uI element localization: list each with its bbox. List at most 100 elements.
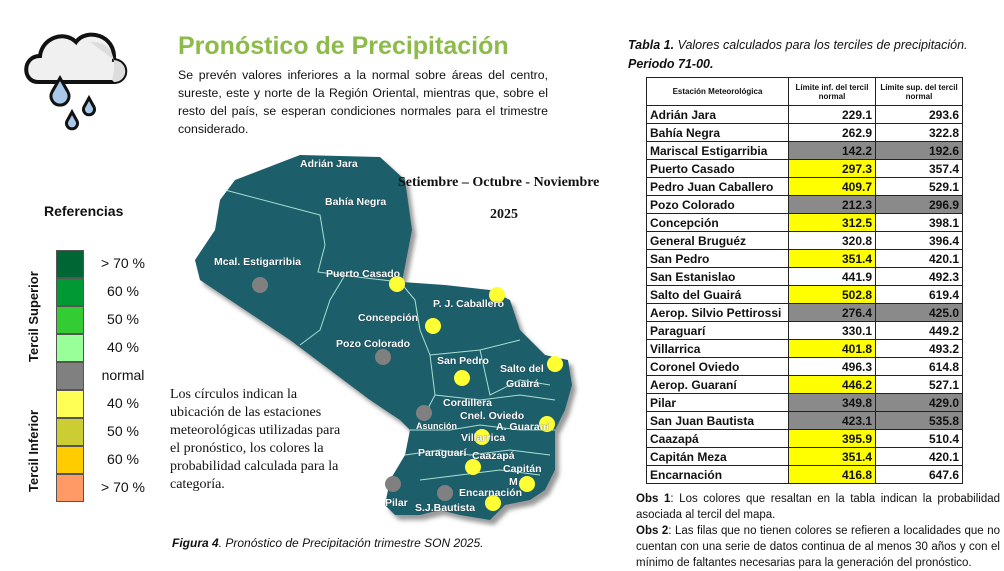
lower-limit: 262.9 [788,123,876,142]
table-row: San Juan Bautista 423.1 535.8 [646,411,963,430]
station-name: San Pedro [646,249,789,268]
rain-cloud-icon [24,32,128,131]
map-label: Pilar [385,497,408,509]
upper-limit: 293.6 [875,105,963,124]
lower-limit: 409.7 [788,177,876,196]
map-label: Villarrica [461,432,506,444]
station-name: Mariscal Estigarribia [646,141,789,160]
upper-limit: 420.1 [875,447,963,466]
station-dot [416,405,432,421]
upper-limit: 322.8 [875,123,963,142]
legend-swatch [56,418,84,446]
station-dot [485,495,501,511]
map-label: Asunción [416,421,458,431]
figure-caption: Figura 4. Pronóstico de Precipitación tr… [172,536,484,550]
map-label: A. Guaraní [496,421,550,433]
table-row: General Bruguéz 320.8 396.4 [646,231,963,250]
table-row: Encarnación 416.8 647.6 [646,465,963,484]
lower-limit: 502.8 [788,285,876,304]
station-name: Capitán Meza [646,447,789,466]
station-name: Caazapá [646,429,789,448]
upper-limit: 492.3 [875,267,963,286]
legend-label: 40 % [107,339,139,355]
upper-limit: 535.8 [875,411,963,430]
tercile-table: Estación Meteorológica Límite inf. del t… [646,77,963,484]
station-dot [454,370,470,386]
table-row: Pozo Colorado 212.3 296.9 [646,195,963,214]
table-caption: Tabla 1. Valores calculados para los ter… [628,38,968,71]
obs-1: Obs 1: Los colores que resaltan en la ta… [636,493,1001,521]
station-name: Pilar [646,393,789,412]
map-label: San Pedro [437,355,489,367]
lower-limit: 320.8 [788,231,876,250]
table-row: Coronel Oviedo 496.3 614.8 [646,357,963,376]
station-name: Adrián Jara [646,105,789,124]
lower-limit: 276.4 [788,303,876,322]
intro-text: Se prevén valores inferiores a la normal… [178,68,548,136]
upper-limit: 647.6 [875,465,963,484]
lower-limit: 423.1 [788,411,876,430]
lower-limit: 395.9 [788,429,876,448]
station-name: Salto del Guairá [646,285,789,304]
table-row: Pilar 349.8 429.0 [646,393,963,412]
station-name: San Estanislao [646,267,789,286]
station-name: General Bruguéz [646,231,789,250]
station-dot [437,485,453,501]
station-dot [519,476,535,492]
map-label: Guairá [506,378,540,390]
upper-limit: 398.1 [875,213,963,232]
lower-limit: 441.9 [788,267,876,286]
station-dots [252,276,563,511]
map-label: M [509,476,518,488]
map-label: Puerto Casado [326,268,401,280]
legend-swatch [56,474,84,502]
table-row: San Pedro 351.4 420.1 [646,249,963,268]
map-label: Encarnación [459,487,523,499]
lower-limit: 312.5 [788,213,876,232]
map-label: P. J. Caballero [433,298,505,310]
upper-limit: 449.2 [875,321,963,340]
station-name: Villarrica [646,339,789,358]
legend-label: > 70 % [101,255,145,271]
table-row: Adrián Jara 229.1 293.6 [646,105,963,124]
lower-limit: 212.3 [788,195,876,214]
table-row: Villarrica 401.8 493.2 [646,339,963,358]
table-row: Salto del Guairá 502.8 619.4 [646,285,963,304]
table-row: Capitán Meza 351.4 420.1 [646,447,963,466]
station-dot [252,277,268,293]
obs-2: Obs 2: Las filas que no tienen colores s… [636,525,1000,569]
table-row: Bahía Negra 262.9 322.8 [646,123,963,142]
station-dot [539,416,555,432]
lower-limit: 142.2 [788,141,876,160]
table-row: Paraguarí 330.1 449.2 [646,321,963,340]
map-label: Cordillera [443,397,493,409]
map-year: 2025 [490,207,518,222]
legend-swatch [56,334,84,362]
upper-limit: 425.0 [875,303,963,322]
lower-limit: 297.3 [788,159,876,178]
page-title: Pronóstico de Precipitación [178,32,509,60]
legend-swatch [56,390,84,418]
station-dot [489,287,505,303]
observations: Obs 1: Los colores que resaltan en la ta… [636,491,1000,571]
lower-limit: 401.8 [788,339,876,358]
upper-limit: 396.4 [875,231,963,250]
table-row: Concepción 312.5 398.1 [646,213,963,232]
table-row: Mariscal Estigarribia 142.2 192.6 [646,141,963,160]
station-name: Pedro Juan Caballero [646,177,789,196]
map-label: Cnel. Oviedo [460,410,525,422]
station-name: Coronel Oviedo [646,357,789,376]
lower-limit: 446.2 [788,375,876,394]
legend-label: 50 % [107,423,139,439]
upper-limit: 296.9 [875,195,963,214]
station-dot [385,476,401,492]
upper-limit: 429.0 [875,393,963,412]
country-outline [195,155,572,520]
station-name: Concepción [646,213,789,232]
lower-limit: 416.8 [788,465,876,484]
map-period: Setiembre – Octubre - Noviembre [398,175,600,190]
legend-swatch [56,278,84,306]
legend-swatch [56,362,84,390]
map-label: Caazapá [472,450,515,462]
table-row: Puerto Casado 297.3 357.4 [646,159,963,178]
